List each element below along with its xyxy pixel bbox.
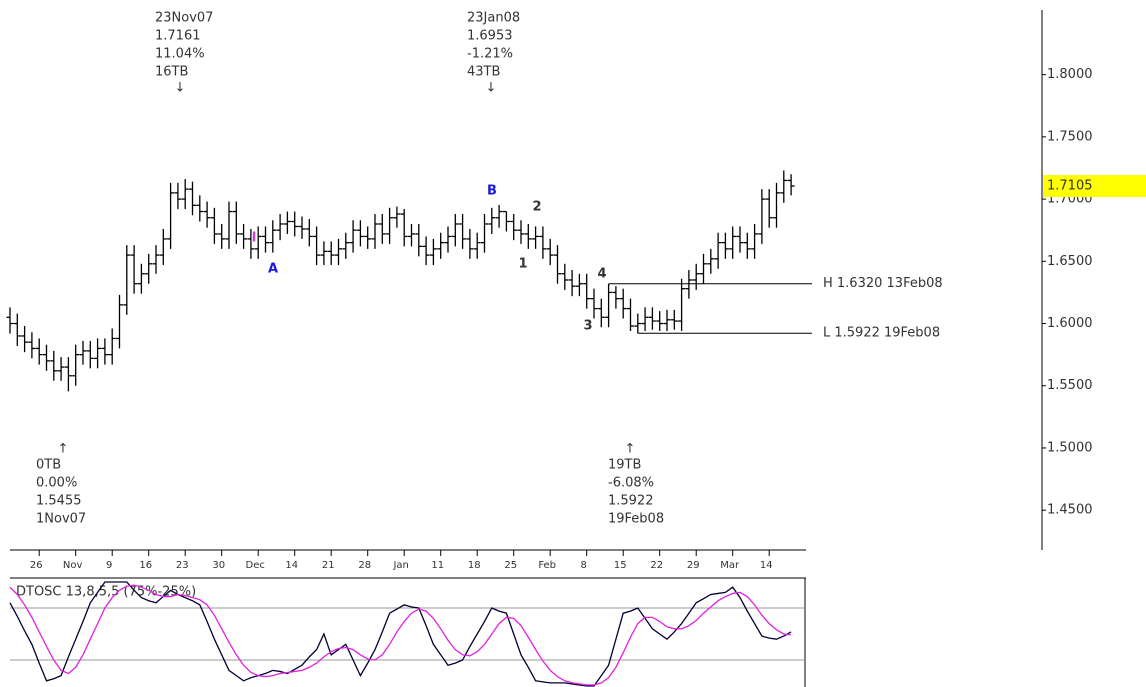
wave-label: B (487, 184, 497, 199)
annotation-arrow: ↑ (58, 442, 69, 457)
wave-label: A (268, 262, 278, 277)
x-tick-label: 11 (431, 560, 444, 571)
x-tick-label: Nov (63, 560, 83, 571)
annotation-arrow: ↑ (625, 442, 636, 457)
last-price-box (1043, 175, 1146, 198)
annotation-line: 23Nov07 (155, 11, 213, 26)
x-tick-label: 29 (687, 560, 700, 571)
annotation-line: -6.08% (608, 476, 654, 491)
y-tick-label: 1.7500 (1047, 129, 1093, 144)
annotation-line: 23Jan08 (467, 11, 520, 26)
x-tick-label: 8 (581, 560, 587, 571)
last-price-label: 1.7105 (1047, 179, 1093, 194)
y-tick-label: 1.8000 (1047, 67, 1093, 82)
x-tick-label: 9 (106, 560, 112, 571)
x-tick-label: 18 (468, 560, 481, 571)
osc-line (9, 581, 792, 687)
x-tick-label: 23 (176, 560, 189, 571)
annotation-line: 11.04% (155, 47, 205, 62)
annotation-line: 0.00% (36, 476, 77, 491)
osc-line (9, 584, 792, 686)
wave-label: I (252, 231, 257, 246)
wave-label: 2 (532, 200, 541, 215)
x-tick-label: Jan (392, 560, 408, 571)
level-label: L 1.5922 19Feb08 (823, 326, 940, 341)
annotation-line: 1.6953 (467, 29, 513, 44)
x-tick-label: 26 (30, 560, 43, 571)
annotation-line: 1.5922 (608, 494, 654, 509)
x-tick-label: 14 (760, 560, 773, 571)
annotation-line: 16TB (155, 65, 188, 80)
wave-label: 1 (518, 257, 527, 272)
x-tick-label: Mar (720, 560, 740, 571)
x-tick-label: 21 (322, 560, 335, 571)
x-tick-label: 16 (139, 560, 152, 571)
wave-label: 4 (597, 267, 606, 282)
annotation-arrow: ↓ (175, 81, 186, 96)
y-tick-label: 1.6500 (1047, 254, 1093, 269)
y-tick-label: 1.4500 (1047, 503, 1093, 518)
annotation-line: 19Feb08 (608, 512, 664, 527)
y-tick-label: 1.5500 (1047, 378, 1093, 393)
annotation-arrow: ↓ (486, 81, 497, 96)
annotation-line: 1.7161 (155, 29, 201, 44)
annotation-line: 0TB (36, 458, 61, 473)
annotation-line: 43TB (467, 65, 500, 80)
level-label: H 1.6320 13Feb08 (823, 276, 943, 291)
annotation-line: -1.21% (467, 47, 513, 62)
x-tick-label: 25 (504, 560, 517, 571)
x-tick-label: 28 (358, 560, 371, 571)
annotation-line: 1Nov07 (36, 512, 86, 527)
annotation-line: 19TB (608, 458, 641, 473)
x-tick-label: 15 (614, 560, 627, 571)
x-tick-label: 22 (650, 560, 663, 571)
x-tick-label: Feb (538, 560, 556, 571)
wave-label: 3 (583, 319, 592, 334)
x-tick-label: Dec (246, 560, 265, 571)
annotation-line: 1.5455 (36, 494, 82, 509)
osc-title: DTOSC 13,8,5,5 (75%-25%) (16, 585, 196, 600)
x-tick-label: 30 (212, 560, 225, 571)
y-tick-label: 1.6000 (1047, 316, 1093, 331)
x-tick-label: 14 (285, 560, 298, 571)
y-tick-label: 1.5000 (1047, 440, 1093, 455)
